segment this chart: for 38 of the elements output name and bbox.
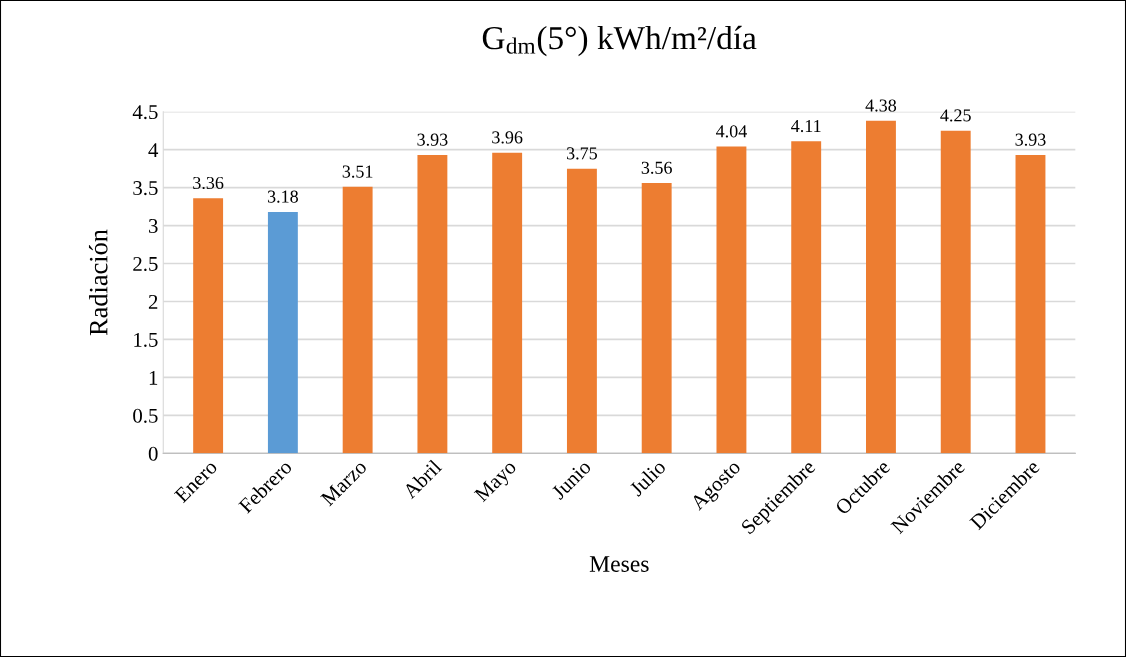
x-tick-label: Julio — [628, 458, 667, 497]
data-label: 3.93 — [1015, 133, 1046, 146]
y-tick-label: 3 — [148, 219, 158, 233]
data-label: 4.11 — [791, 119, 821, 133]
data-label: 4.25 — [940, 109, 971, 122]
bar — [267, 211, 298, 454]
y-tick-label: 4 — [148, 143, 159, 157]
bar — [641, 183, 672, 454]
y-tick-label: 3.5 — [133, 181, 158, 196]
bar — [866, 120, 896, 454]
bar — [492, 152, 523, 454]
bar — [1015, 154, 1046, 454]
y-tick-label: 2 — [148, 294, 158, 309]
data-label: 3.75 — [566, 147, 598, 160]
data-label: 4.04 — [715, 125, 747, 138]
y-tick-label: 1 — [149, 370, 158, 385]
data-label: 4.38 — [865, 99, 897, 112]
bar — [342, 186, 373, 454]
bar — [193, 198, 224, 454]
bar — [791, 141, 822, 454]
data-label: 3.93 — [417, 133, 448, 146]
bar — [716, 146, 747, 454]
data-label: 3.18 — [267, 190, 298, 203]
data-label: 3.56 — [641, 161, 672, 174]
y-tick-label: 4.5 — [132, 105, 158, 120]
data-label: 3.51 — [342, 165, 373, 178]
data-label: 3.36 — [193, 176, 224, 190]
bar — [940, 130, 971, 454]
data-label: 3.96 — [492, 131, 523, 144]
y-tick-label: 0.5 — [133, 408, 158, 423]
chart-title: G$_{dm}$(5°) kWh/m²/día — [482, 25, 757, 57]
x-axis-title: Meses — [589, 556, 649, 572]
y-tick-label: 1.5 — [134, 332, 158, 347]
y-axis-title: Radiación — [88, 229, 108, 336]
bar — [417, 154, 448, 454]
y-tick-label: 2.5 — [133, 256, 158, 272]
bar — [566, 168, 597, 454]
y-tick-label: 0 — [148, 446, 158, 461]
